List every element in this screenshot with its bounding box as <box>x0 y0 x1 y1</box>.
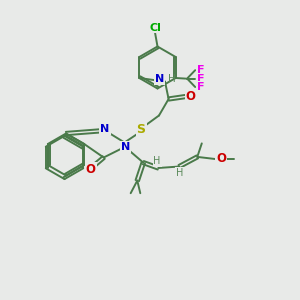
Text: S: S <box>136 123 146 136</box>
Text: Cl: Cl <box>149 22 161 33</box>
Text: F: F <box>196 82 204 92</box>
Text: F: F <box>196 74 204 84</box>
Text: N: N <box>100 124 109 134</box>
Text: H: H <box>153 156 161 167</box>
Text: O: O <box>216 152 226 165</box>
Text: N: N <box>121 142 130 152</box>
Text: O: O <box>185 90 196 103</box>
Text: F: F <box>196 65 204 75</box>
Text: N: N <box>155 74 164 84</box>
Text: O: O <box>86 163 96 176</box>
Text: H: H <box>176 168 184 178</box>
Text: H: H <box>168 74 176 84</box>
